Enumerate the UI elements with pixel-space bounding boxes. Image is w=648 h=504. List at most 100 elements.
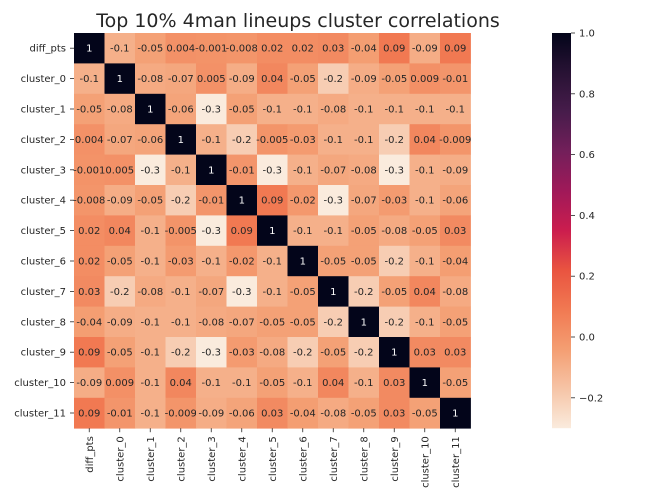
- heatmap-cell: [287, 245, 319, 277]
- cell-value-label: -0.001: [195, 44, 227, 55]
- cell-value-label: 0.005: [105, 165, 134, 176]
- heatmap-cell: [257, 185, 288, 216]
- cell-value-label: 0.03: [383, 409, 405, 420]
- cell-value-label: -0.1: [384, 105, 404, 116]
- heatmap-cell: [196, 276, 227, 307]
- cell-value-label: -0.2: [232, 135, 252, 146]
- heatmap-cell: [74, 337, 105, 368]
- heatmap-cell: [348, 367, 380, 399]
- cell-value-label: -0.09: [412, 44, 438, 55]
- cell-value-label: -0.07: [168, 74, 194, 85]
- y-tick-label: cluster_5: [21, 226, 66, 237]
- cell-value-label: 0.004: [75, 135, 104, 146]
- cell-value-label: -0.08: [320, 409, 346, 420]
- heatmap-cell: [135, 337, 166, 368]
- cell-value-label: -0.04: [351, 44, 377, 55]
- cell-value-label: -0.07: [351, 196, 377, 207]
- cell-value-label: -0.06: [229, 409, 255, 420]
- heatmap-cell: [409, 215, 441, 247]
- heatmap-cell: [409, 185, 441, 216]
- colorbar-tick-label: 0.6: [579, 150, 595, 161]
- cell-value-label: -0.07: [229, 317, 255, 328]
- y-tick-label: cluster_9: [21, 348, 66, 359]
- heatmap-cell: [74, 215, 105, 247]
- cell-value-label: -0.1: [354, 135, 374, 146]
- heatmap-cell: [440, 397, 471, 429]
- heatmap-cell: [104, 154, 136, 186]
- heatmap-cell: [226, 93, 258, 125]
- cell-value-label: -0.3: [201, 348, 221, 359]
- heatmap-cell: [257, 124, 288, 155]
- cell-value-label: -0.09: [107, 196, 133, 207]
- heatmap-cell: [348, 215, 380, 247]
- heatmap-cell: [287, 397, 319, 429]
- cell-value-label: 0.03: [444, 348, 466, 359]
- x-axis-tick-labels: diff_pts cluster_0 cluster_1 cluster_2 clust…: [85, 428, 462, 488]
- cell-value-label: -0.03: [290, 135, 316, 146]
- x-tick-label: cluster_10: [420, 436, 431, 488]
- cell-value-label: 0.03: [383, 378, 405, 389]
- cell-value-label: -0.1: [415, 196, 435, 207]
- heatmap-cell: [348, 185, 380, 216]
- heatmap-cell: [226, 276, 258, 307]
- cell-value-label: -0.01: [107, 409, 133, 420]
- heatmap-cell: [196, 215, 227, 247]
- cell-value-label: -0.1: [415, 105, 435, 116]
- cell-value-label: -0.06: [168, 105, 194, 116]
- heatmap-cell: [257, 367, 288, 399]
- cell-value-label: -0.1: [110, 44, 130, 55]
- cell-value-label: 0.09: [78, 409, 100, 420]
- heatmap-cell: [135, 245, 166, 277]
- cell-value-label: -0.05: [76, 105, 102, 116]
- heatmap-cell: [409, 337, 441, 368]
- cell-value-label: -0.07: [320, 165, 346, 176]
- heatmap-cell: [257, 154, 288, 186]
- cell-value-label: -0.3: [262, 165, 282, 176]
- heatmap-cell: [165, 93, 197, 125]
- cell-value-label: -0.05: [442, 378, 468, 389]
- heatmap-cell: [379, 397, 410, 429]
- heatmap-cell: [135, 124, 166, 155]
- cell-value-label: -0.3: [140, 165, 160, 176]
- heatmap-cell: [318, 367, 349, 399]
- cell-value-label: -0.1: [293, 226, 313, 237]
- heatmap-cell: [287, 367, 319, 399]
- heatmap-cells: 1 -0.1 -0.05 0.004 -0.001-0.008 0.02 0.02 0.03-…: [73, 33, 471, 429]
- cell-value-label: -0.05: [290, 287, 316, 298]
- cell-value-label: -0.1: [415, 165, 435, 176]
- heatmap-cell: [318, 93, 349, 125]
- heatmap-cell: [257, 276, 288, 307]
- heatmap-cell: [440, 63, 471, 95]
- heatmap-cell: [287, 337, 319, 368]
- cell-value-label: -0.09: [107, 317, 133, 328]
- chart-title: Top 10% 4man lineups cluster correlation…: [95, 10, 500, 32]
- cell-value-label: 1: [147, 105, 153, 116]
- heatmap-cell: [379, 154, 410, 186]
- cell-value-label: -0.05: [381, 74, 407, 85]
- cell-value-label: -0.05: [320, 257, 346, 268]
- heatmap-cell: [135, 185, 166, 216]
- cell-value-label: -0.1: [140, 409, 160, 420]
- cell-value-label: 0.09: [261, 196, 283, 207]
- heatmap-cell: [165, 276, 197, 307]
- cell-value-label: -0.1: [262, 257, 282, 268]
- heatmap-cell: [226, 185, 258, 216]
- cell-value-label: 0.04: [170, 378, 192, 389]
- heatmap-cell: [440, 33, 471, 64]
- colorbar-gradient: [552, 33, 571, 429]
- heatmap-cell: [409, 245, 441, 277]
- heatmap-cell: [104, 245, 136, 277]
- x-tick-label: cluster_2: [176, 436, 187, 481]
- heatmap-cell: [104, 93, 136, 125]
- heatmap-cell: [226, 33, 258, 64]
- cell-value-label: -0.05: [412, 409, 438, 420]
- heatmap-cell: [74, 245, 105, 277]
- cell-value-label: 1: [452, 409, 458, 420]
- x-tick-label: cluster_9: [390, 436, 401, 481]
- x-tick-label: cluster_5: [268, 436, 279, 481]
- cell-value-label: -0.04: [76, 317, 102, 328]
- heatmap-cell: [318, 124, 349, 155]
- colorbar-tick-label: 0.8: [579, 89, 595, 100]
- cell-value-label: -0.06: [137, 135, 163, 146]
- cell-value-label: -0.09: [351, 74, 377, 85]
